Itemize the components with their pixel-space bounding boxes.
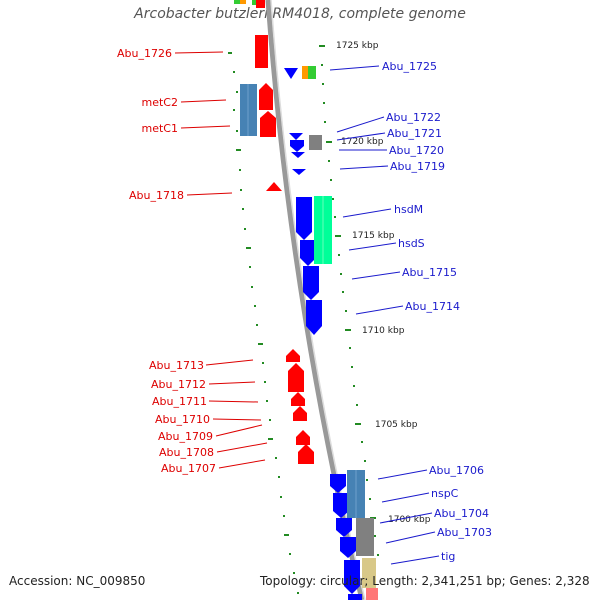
gene-label-abu-1706[interactable]: Abu_1706 (429, 464, 484, 477)
gene-arrow-abu-1704 (336, 518, 352, 537)
gene-label-abu-1710[interactable]: Abu_1710 (155, 413, 210, 426)
scale-label-1700: 1700 kbp (388, 515, 431, 525)
gene-label-hsds[interactable]: hsdS (398, 237, 425, 250)
gene-arrow-abu-1721 (290, 140, 304, 152)
gene-label-abu-1720[interactable]: Abu_1720 (389, 144, 444, 157)
gene-label-abu-1722[interactable]: Abu_1722 (386, 111, 441, 124)
gene-label-abu-1718[interactable]: Abu_1718 (129, 189, 184, 202)
genome-backbone-highlight (270, 0, 366, 600)
gene-label-metc1[interactable]: metC1 (142, 122, 178, 135)
gene-label-abu-1715[interactable]: Abu_1715 (402, 266, 457, 279)
gene-label-abu-1714[interactable]: Abu_1714 (405, 300, 460, 313)
genome-summary-text: Topology: circular; Length: 2,341,251 bp… (260, 574, 590, 588)
forward-strand-genes (284, 68, 362, 600)
gene-arrow-metc2 (259, 83, 273, 110)
gene-label-abu-1726[interactable]: Abu_1726 (117, 47, 172, 60)
gene-label-abu-1721[interactable]: Abu_1721 (387, 127, 442, 140)
gene-arrow-abu-1715 (303, 266, 319, 300)
gene-arrow-abu-1710 (293, 406, 307, 421)
gene-arrow-abu-1722 (289, 133, 303, 140)
gene-arrow-abu-1725 (284, 68, 298, 79)
gene-label-abu-1713[interactable]: Abu_1713 (149, 359, 204, 372)
gene-label-abu-1707[interactable]: Abu_1707 (161, 462, 216, 475)
map-title: Arcobacter butzleri RM4018, complete gen… (134, 6, 466, 22)
gene-label-abu-1719[interactable]: Abu_1719 (390, 160, 445, 173)
gene-arrow-nspc (333, 493, 349, 518)
gene-label-abu-1711[interactable]: Abu_1711 (152, 395, 207, 408)
reverse-strand-genes (255, 35, 314, 464)
gene-arrow-hsds (300, 240, 316, 266)
gene-arrow-hsdm (296, 197, 312, 240)
accession-text: Accession: NC_009850 (9, 574, 146, 588)
scale-label-1715: 1715 kbp (352, 231, 395, 241)
scale-label-1705: 1705 kbp (375, 420, 418, 430)
gene-arrow-abu-1720 (291, 152, 305, 158)
gene-arrow-abu-1712 (288, 363, 304, 392)
reverse-strand-cog-blocks (240, 84, 257, 136)
forward-strand-cog-blocks (302, 66, 378, 600)
gene-arrow-abu-1709 (296, 430, 310, 445)
gene-label-abu-1709[interactable]: Abu_1709 (158, 430, 213, 443)
gene-label-abu-1725[interactable]: Abu_1725 (382, 60, 437, 73)
gene-arrow-abu-1713 (286, 349, 300, 362)
gene-label-abu-1712[interactable]: Abu_1712 (151, 378, 206, 391)
gene-arrow-abu-1726 (255, 35, 268, 68)
gene-arrow-tig (344, 560, 360, 594)
gene-arrow-abu-1719 (292, 169, 306, 175)
gene-label-hsdm[interactable]: hsdM (394, 203, 423, 216)
left-label-leaders (174, 51, 268, 469)
outer-tick-ring (319, 45, 379, 556)
gene-arrow-abu-1703 (340, 537, 356, 558)
gene-label-abu-1703[interactable]: Abu_1703 (437, 526, 492, 539)
right-label-leaders (329, 65, 440, 565)
scale-label-1710: 1710 kbp (362, 326, 405, 336)
gene-arrow-metc1 (260, 111, 276, 137)
scale-label-1720: 1720 kbp (341, 137, 384, 147)
gene-label-abu-1708[interactable]: Abu_1708 (159, 446, 214, 459)
gene-arrow-abu-1706 (330, 474, 346, 493)
gene-arrow-abu-1708 (298, 444, 314, 464)
scale-label-1725: 1725 kbp (336, 41, 379, 51)
gene-label-tig[interactable]: tig (441, 550, 455, 563)
gene-arrow-abu-1711 (291, 392, 305, 406)
gene-label-abu-1704[interactable]: Abu_1704 (434, 507, 489, 520)
gene-label-metc2[interactable]: metC2 (142, 96, 178, 109)
gene-label-nspc[interactable]: nspC (431, 487, 459, 500)
gene-arrow-abu-1714 (306, 300, 322, 335)
top-edge-segments (234, 0, 265, 8)
gene-arrow-abu-1718 (266, 182, 282, 191)
inner-tick-ring (228, 52, 299, 594)
